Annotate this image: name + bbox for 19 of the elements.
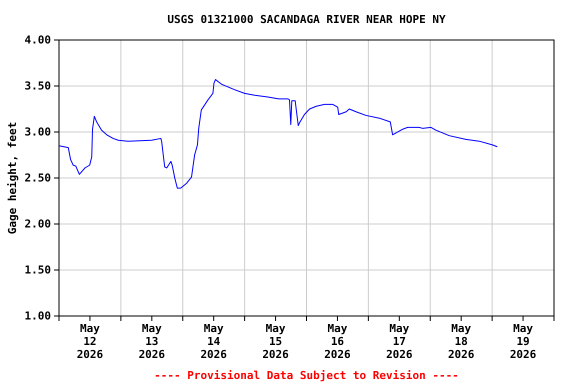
text: ---- Provisional Data Subject to Revision ---- <box>154 369 459 382</box>
x-tick-label: May 14 2026 <box>200 322 228 361</box>
y-tick-label: 4.00 <box>24 34 51 47</box>
x-tick-label: May 19 2026 <box>510 322 537 361</box>
chart-title: USGS 01321000 SACANDAGA RIVER NEAR HOPE NY <box>167 13 446 26</box>
y-tick-label: 1.00 <box>24 310 51 323</box>
x-tick-label: May 13 2026 <box>138 322 166 361</box>
x-tick-label: May 16 2026 <box>324 322 352 361</box>
x-tick-label: May 17 2026 <box>386 322 413 361</box>
x-tick-label: May 15 2026 <box>262 322 290 361</box>
y-tick-label: 3.00 <box>24 126 51 139</box>
y-axis-title: Gage height, feet <box>6 122 19 234</box>
y-tick-label: 2.00 <box>24 218 51 231</box>
x-tick-label: May 18 2026 <box>448 322 475 361</box>
y-tick-label: 3.50 <box>24 80 51 93</box>
y-tick-label: 2.50 <box>24 172 51 185</box>
x-tick-label: May 12 2026 <box>76 322 104 361</box>
line-series <box>58 79 498 189</box>
y-tick-label: 1.50 <box>24 264 51 277</box>
